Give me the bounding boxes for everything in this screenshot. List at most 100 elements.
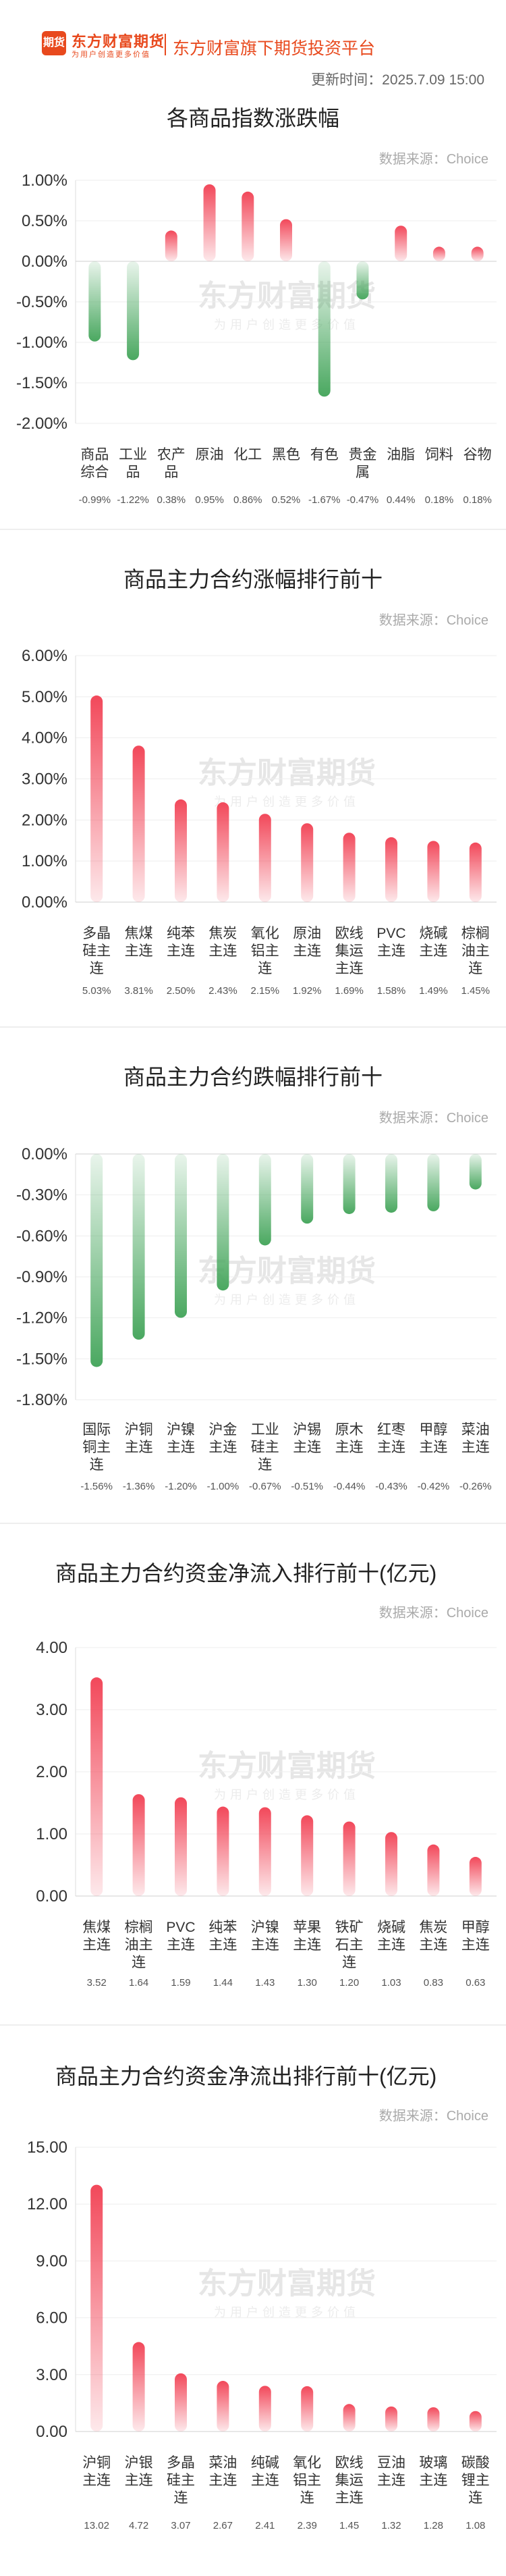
category-label: 饲料 [425,447,453,463]
bar-6 [301,1815,314,1896]
y-tick-label: 6.00 [36,2309,67,2328]
category-label: 菜油主连 [208,2455,237,2488]
category-label: 沪镍主连 [167,1422,195,1455]
bar-7 [343,2404,356,2432]
category-label: 纯苯主连 [167,926,195,959]
value-label: 1.44 [213,1977,233,1989]
y-tick-label: -0.90% [16,1268,67,1286]
category-label: 甲醇主连 [461,1920,490,1953]
section-divider [0,1026,506,1028]
bar-3 [175,799,187,902]
bar-3 [175,1154,187,1318]
y-tick-label: 3.00 [36,1701,67,1719]
category-label: 化工 [233,447,262,463]
y-tick-label: 4.00 [36,1639,67,1657]
category-label: 工业品 [119,447,147,480]
bar-6 [301,2386,314,2432]
bar-8 [385,1154,397,1213]
category-label: 欧线集运主连 [335,2455,364,2506]
bar-10 [469,1857,482,1896]
bar-9 [427,2407,440,2432]
category-label: 棕榈油主连 [125,1920,153,1970]
y-tick-label: 9.00 [36,2252,67,2270]
category-label: 焦煤主连 [125,926,153,959]
bar-8 [385,1832,397,1896]
value-label: -0.47% [347,494,379,506]
category-label: 贵金属 [348,447,376,480]
bar-1 [90,2184,103,2432]
category-label: 焦炭主连 [419,1920,447,1953]
value-label: 2.39 [298,2520,317,2531]
y-tick-label: 6.00% [22,647,67,665]
logo-slogan: 为用户创造更多价值 [72,51,150,59]
value-label: 0.38% [157,494,186,506]
category-label: 焦煤主连 [82,1920,111,1953]
value-label: -1.22% [117,494,149,506]
category-label: 国际铜主连 [82,1422,111,1473]
y-tick-label: -2.00% [16,415,67,433]
bar-9 [427,1154,440,1211]
category-label: 沪锡主连 [293,1422,321,1455]
chart-source: 数据来源：Choice [379,612,488,628]
y-tick-label: 12.00 [27,2195,67,2213]
bar-4 [217,1154,229,1291]
value-label: 0.63 [466,1977,485,1989]
y-tick-label: 4.00% [22,729,67,747]
update-time: 更新时间：2025.7.09 15:00 [311,72,484,88]
value-label: 1.49% [419,985,448,997]
bar-10 [432,246,445,261]
bar-6 [301,823,314,902]
bar-9 [395,226,407,261]
chart-title: 商品主力合约跌幅排行前十 [123,1065,383,1089]
y-tick-label: 1.00% [22,172,67,190]
value-label: 1.64 [129,1977,148,1989]
value-label: -1.20% [165,1481,197,1492]
bar-9 [427,1844,440,1896]
y-tick-label: 2.00 [36,1763,67,1781]
y-tick-label: 0.00% [22,253,67,271]
chart-net-outflow: 商品主力合约资金净流出排行前十(亿元) 数据来源：Choice 东方财富期货为用户创… [27,2064,497,2531]
bar-7 [343,1821,356,1896]
category-label: 沪金主连 [208,1422,237,1455]
bar-3 [165,230,177,261]
bar-3 [175,1797,187,1896]
bar-8 [356,261,369,300]
value-label: 1.58% [377,985,406,997]
watermark-slogan: 为用户创造更多价值 [214,318,360,332]
category-label: 有色 [310,447,339,463]
chart-top-losers: 商品主力合约跌幅排行前十数据来源：Choice东方财富期货为用户创造更多价值0.… [16,1065,497,1492]
logo-divider [165,34,166,55]
bar-6 [301,1154,314,1224]
logo-name: 东方财富期货 [72,33,165,50]
category-label: 氧化铝主连 [293,2455,321,2506]
category-label: 工业硅主连 [251,1422,279,1473]
y-tick-label: -1.50% [16,374,67,392]
value-label: -0.44% [333,1481,366,1492]
bar-5 [242,191,254,261]
value-label: 2.43% [208,985,237,997]
y-tick-label: 0.00 [36,1887,67,1905]
y-tick-label: 0.00% [22,1145,67,1163]
y-tick-label: 5.00% [22,688,67,706]
value-label: 0.44% [387,494,416,506]
bar-8 [385,837,397,902]
value-label: 1.08 [466,2520,485,2531]
bar-7 [318,261,331,397]
category-label: 烧碱主连 [377,1920,405,1953]
category-label: 沪铜主连 [125,1422,153,1455]
watermark-name: 东方财富期货 [198,280,376,313]
section-divider [0,1523,506,1524]
section-divider [0,2024,506,2026]
bar-2 [132,1154,145,1340]
bar-1 [90,1677,103,1896]
bar-5 [258,1154,271,1246]
value-label: 0.18% [425,494,454,506]
category-label: 沪镍主连 [251,1920,279,1953]
value-label: 2.50% [167,985,196,997]
category-label: 菜油主连 [461,1422,490,1455]
bar-9 [427,841,440,902]
value-label: 0.52% [272,494,301,506]
category-label: 纯苯主连 [208,1920,237,1953]
